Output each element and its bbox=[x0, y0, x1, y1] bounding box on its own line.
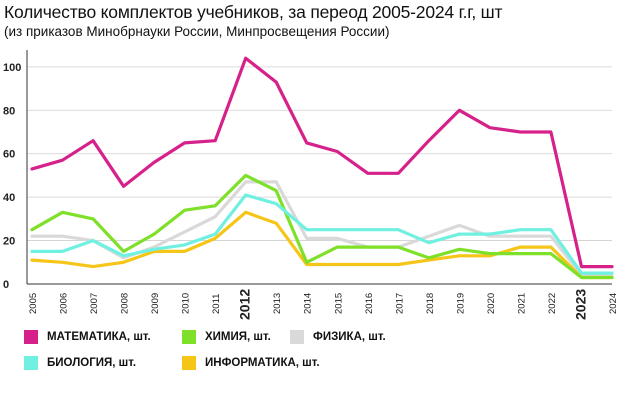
series-line-3 bbox=[30, 193, 614, 275]
y-tick-label-40: 40 bbox=[3, 192, 15, 204]
x-tick-label-2024: 2024 bbox=[608, 293, 619, 314]
x-tick-label-2007: 2007 bbox=[89, 293, 100, 314]
legend-label-informatics: ИНФОРМАТИКА, шт. bbox=[205, 357, 320, 369]
legend-label-chemistry: ХИМИЯ, шт. bbox=[205, 331, 271, 343]
legend-swatch-biology bbox=[24, 356, 38, 370]
x-tick-label-2013: 2013 bbox=[272, 293, 283, 314]
legend-label-physics: ФИЗИКА, шт. bbox=[313, 331, 386, 343]
x-tick-label-2022: 2022 bbox=[547, 293, 558, 314]
x-tick-label-2008: 2008 bbox=[120, 293, 131, 314]
legend-label-biology: БИОЛОГИЯ, шт. bbox=[47, 357, 137, 369]
y-tick-label-60: 60 bbox=[3, 149, 15, 161]
x-tick-label-2005: 2005 bbox=[28, 293, 39, 314]
y-tick-label-100: 100 bbox=[3, 62, 21, 74]
x-tick-label-2017: 2017 bbox=[394, 293, 405, 314]
x-tick-label-2012: 2012 bbox=[237, 289, 253, 320]
legend-item-biology: БИОЛОГИЯ, шт. bbox=[24, 356, 136, 370]
y-tick-label-0: 0 bbox=[3, 279, 9, 291]
x-tick-label-2019: 2019 bbox=[455, 293, 466, 314]
x-tick-label-2006: 2006 bbox=[59, 293, 70, 314]
chart-subtitle: (из приказов Минобрнауки России, Минпрос… bbox=[4, 24, 390, 39]
x-tick-label-2020: 2020 bbox=[486, 293, 497, 314]
y-tick-label-20: 20 bbox=[3, 236, 15, 248]
series-line-2 bbox=[30, 173, 614, 280]
x-tick-label-2014: 2014 bbox=[303, 293, 314, 314]
x-tick-label-2018: 2018 bbox=[425, 293, 436, 314]
y-tick-label-80: 80 bbox=[3, 105, 15, 117]
x-tick-label-2021: 2021 bbox=[516, 293, 527, 314]
x-tick-label-2009: 2009 bbox=[150, 293, 161, 314]
x-tick-label-2016: 2016 bbox=[364, 293, 375, 314]
x-tick-label-2015: 2015 bbox=[333, 293, 344, 314]
series-line-4 bbox=[30, 56, 614, 269]
legend-swatch-math bbox=[24, 330, 38, 344]
series-line-1 bbox=[30, 210, 614, 280]
x-tick-label-2010: 2010 bbox=[181, 293, 192, 314]
legend-swatch-physics bbox=[290, 330, 304, 344]
chart-legend: МАТЕМАТИКА, шт. ХИМИЯ, шт. ФИЗИКА, шт. Б… bbox=[24, 330, 444, 380]
legend-label-math: МАТЕМАТИКА, шт. bbox=[47, 331, 151, 343]
x-tick-label-2011: 2011 bbox=[211, 294, 222, 314]
legend-swatch-chemistry bbox=[182, 330, 196, 344]
legend-item-chemistry: ХИМИЯ, шт. bbox=[182, 330, 271, 344]
legend-item-physics: ФИЗИКА, шт. bbox=[290, 330, 386, 344]
x-tick-label-2023: 2023 bbox=[572, 289, 588, 320]
legend-item-math: МАТЕМАТИКА, шт. bbox=[24, 330, 151, 344]
legend-item-informatics: ИНФОРМАТИКА, шт. bbox=[182, 356, 320, 370]
legend-swatch-informatics bbox=[182, 356, 196, 370]
chart-title: Количество комплектов учебников, за пере… bbox=[4, 2, 503, 22]
